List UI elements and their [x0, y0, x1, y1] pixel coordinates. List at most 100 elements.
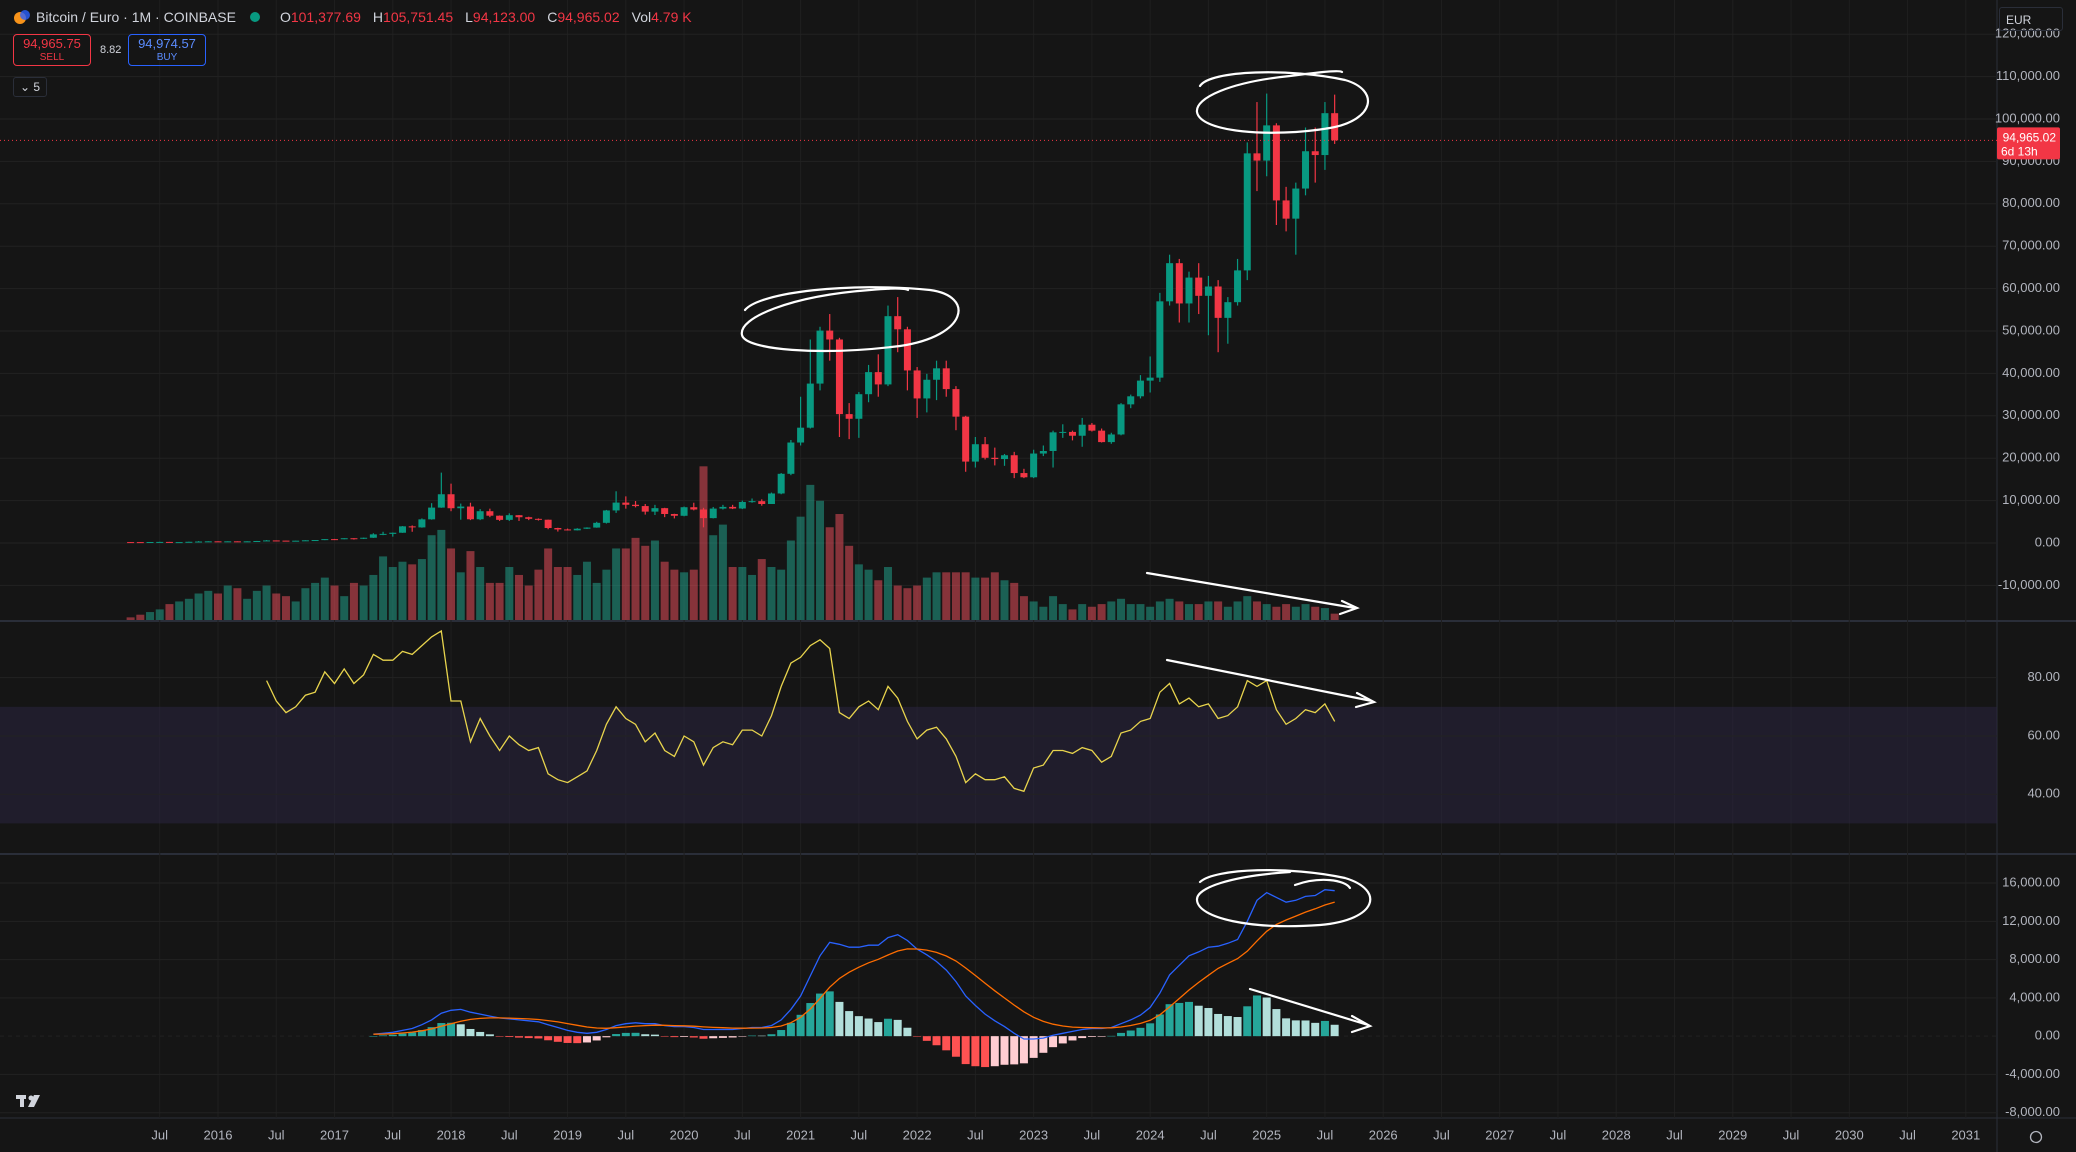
- macd-histogram-bar: [1039, 1036, 1048, 1053]
- macd-histogram-bar: [1136, 1027, 1145, 1037]
- candle-body: [923, 379, 931, 399]
- macd-line: [373, 889, 1335, 1040]
- currency-selector[interactable]: EUR: [1999, 7, 2063, 31]
- candle-body: [845, 414, 853, 419]
- rsi-band: [0, 706, 1997, 824]
- x-tick-label: Jul: [1783, 1127, 1800, 1142]
- volume-bar: [728, 567, 737, 620]
- macd-histogram-bar: [1204, 1008, 1213, 1037]
- candle-body: [826, 330, 834, 340]
- volume-bar: [874, 580, 883, 620]
- symbol[interactable]: Bitcoin / Euro · 1M · COINBASE: [36, 9, 236, 25]
- buy-button[interactable]: 94,974.57 BUY: [128, 34, 206, 66]
- macd-histogram-bar: [515, 1036, 524, 1038]
- volume-bar: [660, 561, 669, 620]
- x-tick-label: 2019: [553, 1127, 582, 1142]
- candle-body: [165, 541, 173, 543]
- volume-bar: [1243, 596, 1252, 620]
- volume-bar: [748, 574, 757, 620]
- macd-histogram-bar: [961, 1036, 970, 1065]
- candle-body: [583, 527, 591, 529]
- indicators-toggle[interactable]: ⌄ 5: [13, 77, 47, 97]
- symbol-header: Bitcoin / Euro · 1M · COINBASE O 101,377.…: [14, 9, 692, 25]
- volume-bar: [1087, 606, 1096, 620]
- volume-bar: [243, 598, 252, 620]
- candle-body: [331, 539, 339, 541]
- candle-body: [1224, 302, 1232, 318]
- candle-body: [146, 542, 154, 544]
- candle-body: [903, 329, 911, 371]
- macd-histogram-bar: [563, 1036, 572, 1043]
- macd-histogram-bar: [1087, 1036, 1096, 1037]
- volume-bar: [456, 572, 465, 620]
- candle-body: [1010, 455, 1018, 474]
- logo-part: [20, 1095, 24, 1107]
- y-tick-label: 80,000.00: [2002, 195, 2060, 210]
- candle-body: [884, 316, 892, 385]
- macd-histogram-bar: [1330, 1024, 1339, 1037]
- volume-bar: [1039, 606, 1048, 620]
- volume-bar: [214, 593, 222, 620]
- rsi-line: [266, 629, 1336, 793]
- macd-histogram-bar: [437, 1023, 446, 1037]
- volume-bar: [932, 572, 941, 620]
- candle-body: [593, 522, 601, 528]
- x-tick-label: Jul: [734, 1127, 751, 1142]
- candle-body: [690, 507, 698, 510]
- candle-body: [1059, 431, 1067, 433]
- volume-bar: [816, 500, 825, 620]
- candle-body: [758, 501, 766, 504]
- volume-value: 4.79 K: [651, 9, 692, 25]
- sell-button[interactable]: 94,965.75 SELL: [13, 34, 91, 66]
- settings-icon[interactable]: [2029, 1130, 2043, 1144]
- macd-histogram-bar: [689, 1036, 698, 1038]
- volume-bar: [437, 529, 446, 620]
- candle-body: [1263, 125, 1271, 161]
- x-tick-label: Jul: [384, 1127, 401, 1142]
- macd-histogram-bar: [893, 1019, 902, 1037]
- macd-histogram-bar: [524, 1036, 533, 1039]
- macd-histogram-bar: [485, 1034, 494, 1037]
- x-tick-label: Jul: [268, 1127, 285, 1142]
- macd-histogram-bar: [1010, 1036, 1019, 1065]
- macd-histogram-bar: [1291, 1020, 1300, 1037]
- candle-body: [486, 511, 494, 516]
- macd-histogram-bar: [1049, 1036, 1058, 1048]
- macd-histogram-bar: [398, 1033, 407, 1037]
- macd-histogram-bar: [1117, 1032, 1126, 1037]
- candle-body: [233, 541, 241, 543]
- volume-bar: [252, 590, 261, 620]
- volume-bar: [1000, 580, 1009, 620]
- candle-body: [1136, 380, 1144, 397]
- annotation-stroke: [1293, 878, 1352, 890]
- macd-histogram-bar: [1029, 1036, 1038, 1058]
- last-price-label: 94,965.02: [2003, 131, 2057, 145]
- candle-body: [457, 506, 465, 509]
- candle-body: [1068, 431, 1076, 436]
- x-tick-label: Jul: [1550, 1127, 1567, 1142]
- volume-bar: [777, 569, 786, 620]
- annotations: [740, 70, 1377, 1034]
- macd-histogram-bar: [602, 1036, 611, 1038]
- x-tick-label: Jul: [1433, 1127, 1450, 1142]
- volume-bar: [738, 567, 747, 620]
- macd-histogram-bar: [1301, 1020, 1310, 1037]
- volume-bar: [767, 567, 776, 620]
- x-tick-label: Jul: [1666, 1127, 1683, 1142]
- candle-body: [466, 506, 474, 520]
- candle-body: [797, 427, 805, 443]
- candle-body: [962, 416, 970, 462]
- volume-bar: [1320, 608, 1329, 620]
- macd-histogram-bar: [757, 1035, 766, 1037]
- candle-body: [855, 394, 863, 419]
- candle-body: [641, 506, 649, 512]
- candle-body: [981, 444, 989, 458]
- price-axis-bg: [1997, 0, 2076, 1152]
- macd-histogram-bar: [1185, 1001, 1193, 1037]
- x-tick-label: 2024: [1136, 1127, 1165, 1142]
- volume-bar: [136, 614, 145, 620]
- candle-body: [651, 508, 659, 512]
- macd-histogram-bar: [1243, 1006, 1252, 1037]
- macd-histogram-bar: [1146, 1023, 1155, 1037]
